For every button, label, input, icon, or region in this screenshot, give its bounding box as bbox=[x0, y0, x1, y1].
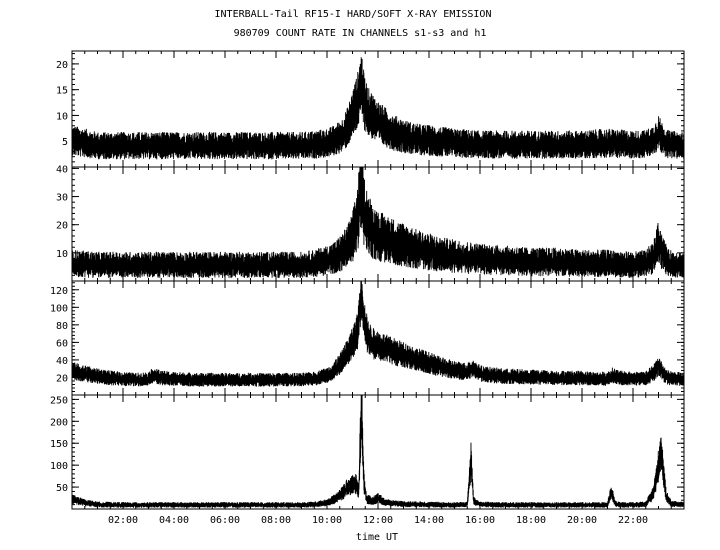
y-tick-label-s1: 5 bbox=[62, 137, 68, 148]
x-tick-label: 04:00 bbox=[159, 515, 189, 526]
x-tick-label: 18:00 bbox=[516, 515, 546, 526]
y-tick-label-h1: 50 bbox=[56, 483, 68, 494]
x-tick-label: 14:00 bbox=[414, 515, 444, 526]
y-tick-label-h1: 200 bbox=[50, 417, 68, 428]
y-tick-label-s3: 80 bbox=[56, 321, 68, 332]
x-tick-label: 08:00 bbox=[261, 515, 291, 526]
y-tick-label-s2: 20 bbox=[56, 221, 68, 232]
x-tick-label: 10:00 bbox=[312, 515, 342, 526]
x-axis-label: time UT bbox=[356, 532, 398, 543]
y-tick-label-s1: 10 bbox=[56, 111, 68, 122]
panel-s3: 20 40 60 80 100 120 bbox=[50, 280, 685, 396]
y-tick-label-h1: 100 bbox=[50, 461, 68, 472]
x-tick-label: 06:00 bbox=[210, 515, 240, 526]
x-tick-label: 12:00 bbox=[363, 515, 393, 526]
y-tick-label-s3: 40 bbox=[56, 356, 68, 367]
y-tick-label-h1: 150 bbox=[50, 439, 68, 450]
y-tick-label-s3: 100 bbox=[50, 303, 68, 314]
y-tick-label-s3: 120 bbox=[50, 286, 68, 297]
y-tick-label-s1: 20 bbox=[56, 60, 68, 71]
panel-frame bbox=[71, 394, 685, 510]
x-tick-label: 22:00 bbox=[618, 515, 648, 526]
y-tick-label-s2: 30 bbox=[56, 193, 68, 204]
y-tick-label-s2: 10 bbox=[56, 249, 68, 260]
x-tick-label: 20:00 bbox=[567, 515, 597, 526]
panel-s2: 10 20 30 40 bbox=[56, 164, 685, 282]
y-tick-label-s3: 60 bbox=[56, 338, 68, 349]
series-line-s3 bbox=[71, 280, 685, 387]
panel-s1: 5 10 15 20 bbox=[56, 50, 685, 168]
series-line-s1 bbox=[71, 57, 685, 160]
y-tick-label-s1: 15 bbox=[56, 86, 68, 97]
y-tick-label-h1: 250 bbox=[50, 395, 68, 406]
y-tick-label-s2: 40 bbox=[56, 164, 68, 175]
series-line-h1 bbox=[71, 394, 685, 508]
x-axis: 02:00 04:00 06:00 08:00 10:00 12:00 14:00 16:00… bbox=[108, 515, 648, 526]
x-tick-label: 16:00 bbox=[465, 515, 495, 526]
series-line-s2 bbox=[71, 166, 685, 279]
x-tick-label: 02:00 bbox=[108, 515, 138, 526]
chart-title: INTERBALL-Tail RF15-I HARD/SOFT X-RAY EM… bbox=[214, 9, 492, 20]
y-tick-label-s3: 20 bbox=[56, 373, 68, 384]
panel-h1: 50 100 150 200 250 bbox=[50, 394, 685, 510]
chart-subtitle: 980709 COUNT RATE IN CHANNELS s1-s3 and … bbox=[233, 28, 487, 39]
